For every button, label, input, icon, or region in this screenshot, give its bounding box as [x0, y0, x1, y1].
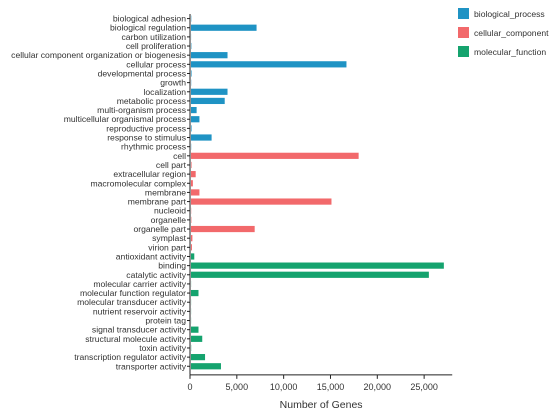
bar-membrane — [191, 189, 200, 196]
category-label: carbon utilization — [122, 32, 187, 42]
category-label: extracellular region — [113, 169, 186, 179]
x-tick-label: 10,000 — [270, 382, 298, 392]
category-label: transporter activity — [116, 361, 187, 371]
category-label: cellular component organization or bioge… — [11, 50, 186, 60]
bar-transcription-regulator-activity — [191, 354, 206, 361]
legend-swatch — [458, 27, 469, 38]
category-label: cellular process — [126, 59, 186, 69]
category-label: biological adhesion — [113, 14, 186, 24]
bar-developmental-process — [191, 70, 192, 77]
legend-label: molecular_function — [474, 47, 546, 57]
category-label: multicellular organismal process — [64, 114, 186, 124]
category-label: organelle part — [133, 224, 186, 234]
bar-membrane-part — [191, 198, 332, 205]
bar-biological-regulation — [191, 24, 257, 31]
category-label: membrane — [145, 187, 186, 197]
legend: biological_process cellular_componentmole… — [458, 8, 549, 57]
bar-catalytic-activity — [191, 271, 429, 278]
bar-structural-molecule-activity — [191, 335, 203, 342]
bar-antioxidant-activity — [191, 253, 195, 260]
bar-cell-part — [191, 161, 192, 169]
x-tick-label: 25,000 — [410, 382, 438, 392]
category-label: metabolic process — [117, 96, 186, 106]
legend-swatch — [458, 8, 469, 19]
category-label: macromolecular complex — [90, 178, 186, 188]
bar-symplast — [191, 235, 193, 242]
category-label: structural molecule activity — [85, 334, 186, 344]
category-label: transcription regulator activity — [74, 352, 186, 362]
bar-transporter-activity — [191, 363, 221, 370]
bars-group — [191, 15, 444, 370]
category-label: membrane part — [128, 197, 187, 207]
bar-binding — [191, 262, 444, 269]
category-label: response to stimulus — [107, 133, 186, 143]
category-label: toxin activity — [139, 343, 187, 353]
bar-cellular-process — [191, 61, 347, 68]
category-label: molecular carrier activity — [93, 279, 186, 289]
category-label: biological regulation — [110, 23, 186, 33]
category-label: molecular transducer activity — [77, 297, 187, 307]
category-label: cell proliferation — [126, 41, 186, 51]
bar-reproductive-process — [191, 125, 192, 132]
x-axis-title: Number of Genes — [280, 399, 363, 411]
category-label: organelle — [151, 215, 187, 225]
category-label: cell — [173, 151, 186, 161]
x-tick-label: 15,000 — [317, 382, 345, 392]
category-label: virion part — [148, 242, 186, 252]
category-label: cell part — [156, 160, 187, 170]
category-label: multi-organism process — [97, 105, 186, 115]
category-label: antioxidant activity — [116, 251, 187, 261]
category-label: symplast — [152, 233, 187, 243]
category-label: catalytic activity — [126, 270, 186, 280]
bar-response-to-stimulus — [191, 134, 212, 141]
category-label: nutrient reservoir activity — [93, 306, 187, 316]
bar-signal-transducer-activity — [191, 326, 199, 333]
bar-virion-part — [191, 244, 192, 251]
x-tick-label: 0 — [187, 382, 192, 392]
x-tick-label: 20,000 — [364, 382, 392, 392]
category-label: binding — [158, 261, 186, 271]
legend-swatch — [458, 46, 469, 57]
category-label: rhythmic process — [121, 142, 186, 152]
legend-label: biological_process — [474, 9, 545, 19]
category-label: localization — [143, 87, 186, 97]
bar-extracellular-region — [191, 171, 196, 178]
bar-multicellular-organismal-process — [191, 116, 200, 123]
bar-multi-organism-process — [191, 106, 197, 114]
bar-localization — [191, 88, 228, 95]
category-label: molecular function regulator — [80, 288, 186, 298]
bar-metabolic-process — [191, 97, 225, 105]
category-label: signal transducer activity — [92, 325, 187, 335]
category-label: reproductive process — [106, 123, 186, 133]
x-tick-label: 5,000 — [226, 382, 249, 392]
category-label: protein tag — [145, 316, 186, 326]
bar-molecular-function-regulator — [191, 289, 199, 297]
legend-label: cellular_component — [474, 28, 549, 38]
category-label: nucleoid — [154, 206, 186, 216]
bar-cellular-component-organization-or-biogenesis — [191, 52, 228, 59]
bar-organelle-part — [191, 225, 255, 233]
category-label: developmental process — [98, 68, 186, 78]
x-ticks-group: 0 5,000 10,000 15,000 20,000 25,000 — [187, 374, 438, 392]
category-label: growth — [160, 78, 186, 88]
bar-macromolecular-complex — [191, 180, 193, 187]
bar-cell — [191, 152, 359, 159]
